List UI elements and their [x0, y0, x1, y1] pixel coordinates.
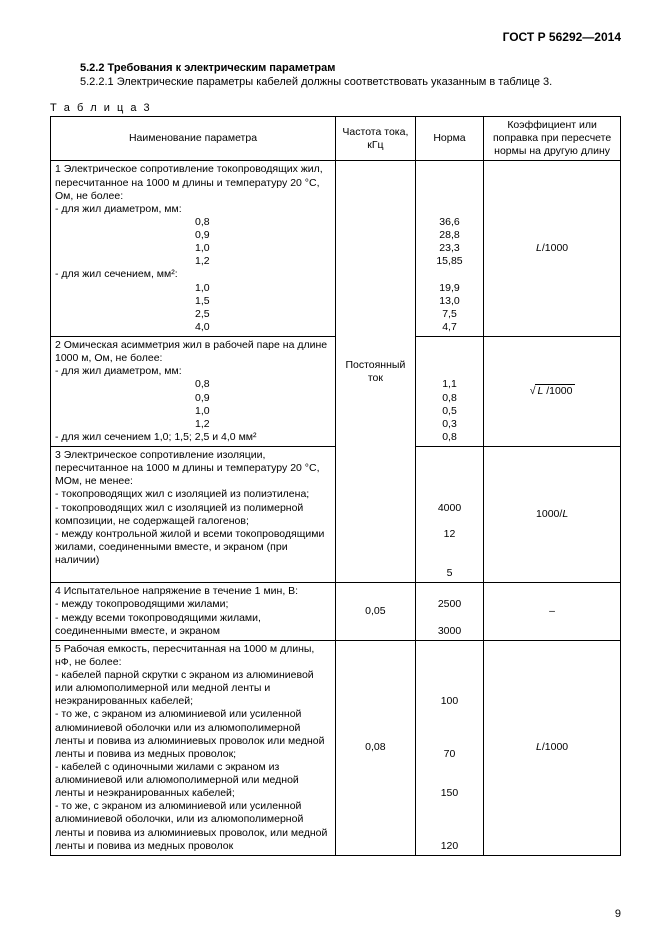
param-line: - между токопроводящими жилами; — [55, 598, 331, 611]
coef-cell: 1000/L — [484, 447, 621, 583]
param-line: 1,2 — [55, 418, 331, 431]
param-cell: 2 Омическая асимметрия жил в рабочей пар… — [51, 337, 336, 447]
section-subtitle: 5.2.2.1 Электрические параметры кабелей … — [80, 76, 621, 88]
param-cell: 1 Электрическое сопротивление токопровод… — [51, 161, 336, 337]
page-number: 9 — [615, 908, 621, 920]
param-line: - кабелей с одиночными жилами с экраном … — [55, 761, 331, 800]
norm-val: 100 — [420, 695, 479, 708]
param-line: 1,0 — [55, 242, 331, 255]
table-row: 5 Рабочая емкость, пересчитанная на 1000… — [51, 640, 621, 855]
param-line: - между контрольной жилой и всеми токопр… — [55, 528, 331, 567]
param-cell: 3 Электрическое сопротивление изоляции, … — [51, 447, 336, 583]
norm-val: 4,7 — [420, 321, 479, 334]
norm-val: 19,9 — [420, 282, 479, 295]
norm-val: 15,85 — [420, 255, 479, 268]
param-line: - токопроводящих жил с изоляцией из поли… — [55, 502, 331, 528]
param-line: 1,5 — [55, 295, 331, 308]
param-line: - кабелей парной скрутки с экраном из ал… — [55, 669, 331, 708]
param-sub: - для жил сечением, мм²: — [55, 268, 331, 281]
param-line: 0,9 — [55, 229, 331, 242]
col-name: Наименование параметра — [51, 117, 336, 161]
coef-cell: L/1000 — [484, 161, 621, 337]
col-coef: Коэффициент или поправка при пересчете н… — [484, 117, 621, 161]
param-line: 0,8 — [55, 378, 331, 391]
param-line: - то же, с экраном из алюминиевой или ус… — [55, 800, 331, 853]
param-title: 4 Испытательное напряжение в течение 1 м… — [55, 585, 331, 598]
norm-val: 0,8 — [420, 431, 479, 444]
norm-val: 7,5 — [420, 308, 479, 321]
table-row: 4 Испытательное напряжение в течение 1 м… — [51, 583, 621, 641]
param-sub: - для жил диаметром, мм: — [55, 203, 331, 216]
param-line: - между всеми токопроводящими жилами, со… — [55, 612, 331, 638]
param-title: 3 Электрическое сопротивление изоляции, … — [55, 449, 331, 488]
freq-cell: 0,08 — [336, 640, 416, 855]
document-header: ГОСТ Р 56292—2014 — [50, 30, 621, 44]
norm-val: 12 — [420, 528, 479, 541]
norm-cell: 4000 12 5 — [415, 447, 483, 583]
page: ГОСТ Р 56292—2014 5.2.2 Требования к эле… — [0, 0, 661, 935]
coef-cell: – — [484, 583, 621, 641]
param-line: 1,0 — [55, 405, 331, 418]
param-title: 1 Электрическое сопротивление токопровод… — [55, 163, 331, 202]
section-title: 5.2.2 Требования к электрическим парамет… — [80, 62, 621, 74]
norm-val: 0,5 — [420, 405, 479, 418]
norm-cell: 100 70 150 120 — [415, 640, 483, 855]
norm-val: 5 — [420, 567, 479, 580]
norm-val: 70 — [420, 748, 479, 761]
norm-val: 120 — [420, 840, 479, 853]
param-line: 0,9 — [55, 392, 331, 405]
col-norm: Норма — [415, 117, 483, 161]
parameters-table: Наименование параметра Частота тока, кГц… — [50, 116, 621, 856]
table-caption: Т а б л и ц а 3 — [50, 102, 621, 114]
norm-val: 2500 — [420, 598, 479, 611]
param-title: 5 Рабочая емкость, пересчитанная на 1000… — [55, 643, 331, 669]
param-line: 2,5 — [55, 308, 331, 321]
coef-cell: L/1000 — [484, 640, 621, 855]
col-freq: Частота тока, кГц — [336, 117, 416, 161]
norm-val: 0,8 — [420, 392, 479, 405]
norm-cell: 36,6 28,8 23,3 15,85 19,9 13,0 7,5 4,7 — [415, 161, 483, 337]
param-line: - для жил сечением 1,0; 1,5; 2,5 и 4,0 м… — [55, 431, 331, 444]
norm-val: 23,3 — [420, 242, 479, 255]
param-sub: - для жил диаметром, мм: — [55, 365, 331, 378]
param-cell: 4 Испытательное напряжение в течение 1 м… — [51, 583, 336, 641]
norm-val: 0,3 — [420, 418, 479, 431]
freq-cell: Постоянный ток — [336, 161, 416, 583]
norm-val: 13,0 — [420, 295, 479, 308]
param-cell: 5 Рабочая емкость, пересчитанная на 1000… — [51, 640, 336, 855]
norm-cell: 1,1 0,8 0,5 0,3 0,8 — [415, 337, 483, 447]
norm-cell: 2500 3000 — [415, 583, 483, 641]
param-line: 1,2 — [55, 255, 331, 268]
norm-val: 28,8 — [420, 229, 479, 242]
norm-val: 1,1 — [420, 378, 479, 391]
freq-cell: 0,05 — [336, 583, 416, 641]
param-line: 1,0 — [55, 282, 331, 295]
param-line: - то же, с экраном из алюминиевой или ус… — [55, 708, 331, 761]
norm-val: 3000 — [420, 625, 479, 638]
table-row: 1 Электрическое сопротивление токопровод… — [51, 161, 621, 337]
coef-cell: L /1000 — [484, 337, 621, 447]
param-line: 4,0 — [55, 321, 331, 334]
norm-val: 4000 — [420, 502, 479, 515]
table-header-row: Наименование параметра Частота тока, кГц… — [51, 117, 621, 161]
norm-val: 150 — [420, 787, 479, 800]
norm-val: 36,6 — [420, 216, 479, 229]
param-title: 2 Омическая асимметрия жил в рабочей пар… — [55, 339, 331, 365]
param-line: - токопроводящих жил с изоляцией из поли… — [55, 488, 331, 501]
param-line: 0,8 — [55, 216, 331, 229]
